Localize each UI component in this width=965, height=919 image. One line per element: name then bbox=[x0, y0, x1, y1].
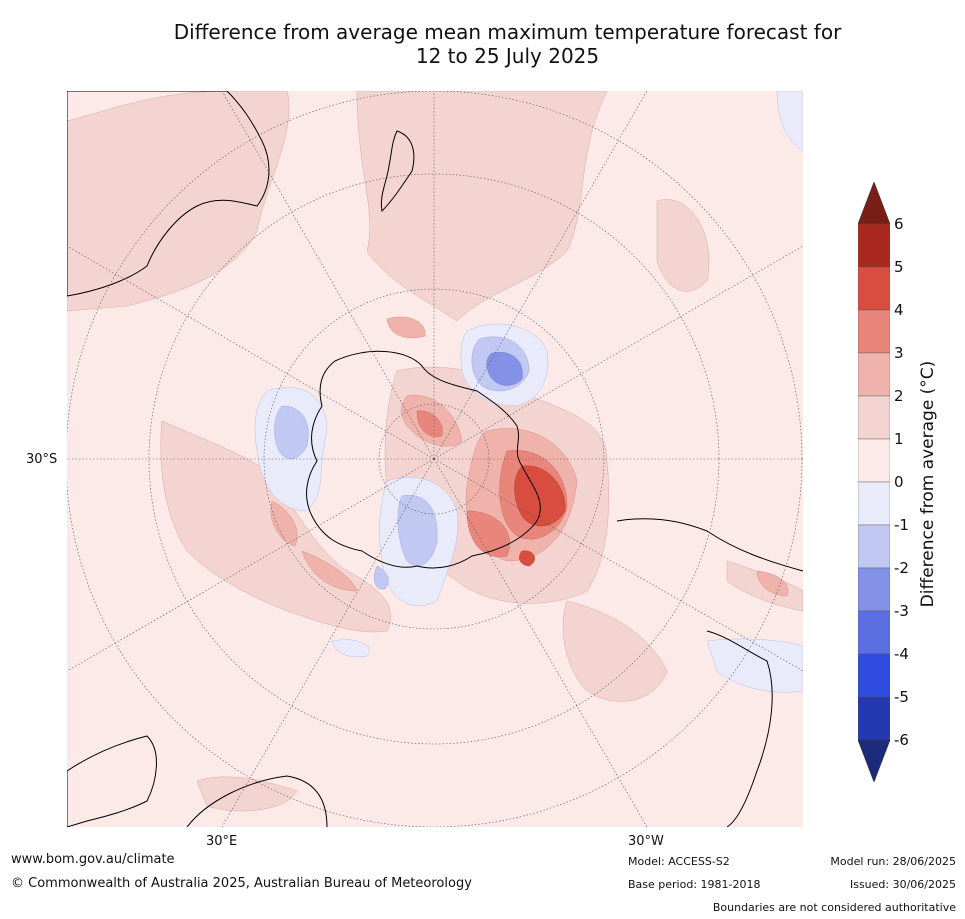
lon-label-30w: 30°W bbox=[628, 834, 664, 849]
colorbar-tick-label: 6 bbox=[894, 215, 904, 233]
footer-issued: Issued: 30/06/2025 bbox=[849, 878, 956, 891]
footer-copyright: © Commonwealth of Australia 2025, Austra… bbox=[11, 876, 472, 891]
footer-model-run: Model run: 28/06/2025 bbox=[830, 855, 956, 868]
colorbar-bottom-arrow bbox=[858, 739, 890, 782]
colorbar-title: Difference from average (°C) bbox=[918, 360, 938, 608]
colorbar-cell bbox=[858, 567, 890, 612]
colorbar-cell bbox=[858, 395, 890, 440]
colorbar-cell bbox=[858, 610, 890, 655]
colorbar-cell bbox=[858, 223, 890, 268]
colorbar-tick-label: 1 bbox=[894, 430, 904, 448]
australia-coastline bbox=[67, 91, 270, 297]
colorbar-tick-label: 0 bbox=[894, 473, 904, 491]
chart-title: Difference from average mean maximum tem… bbox=[60, 20, 955, 68]
colorbar-tick-label: -4 bbox=[894, 645, 909, 663]
colorbar-tick-label: -1 bbox=[894, 516, 909, 534]
new-zealand-coastline bbox=[380, 130, 415, 213]
footer-model: Model: ACCESS-S2 bbox=[628, 855, 730, 868]
title-line-1: Difference from average mean maximum tem… bbox=[173, 20, 842, 44]
colorbar-cell bbox=[858, 309, 890, 354]
colorbar-tick-label: 5 bbox=[894, 258, 904, 276]
colorbar-tick-label: -2 bbox=[894, 559, 909, 577]
colorbar-cell bbox=[858, 653, 890, 698]
anomaly-contours-4-to-5 bbox=[514, 465, 566, 567]
title-line-2: 12 to 25 July 2025 bbox=[415, 44, 600, 68]
colorbar-tick-label: -6 bbox=[894, 731, 909, 749]
colorbar-cell bbox=[858, 352, 890, 397]
anomaly-contours-minus-3-to-minus-2 bbox=[486, 351, 523, 386]
lat-label-30s: 30°S bbox=[26, 452, 58, 467]
colorbar-cell bbox=[858, 524, 890, 569]
colorbar-cell bbox=[858, 696, 890, 741]
colorbar-cells bbox=[858, 223, 890, 741]
colorbar-tick-label: -5 bbox=[894, 688, 909, 706]
footer-url[interactable]: www.bom.gov.au/climate bbox=[11, 852, 175, 867]
africa-coastline bbox=[67, 735, 328, 827]
lon-label-30e: 30°E bbox=[206, 834, 238, 849]
colorbar-tick-label: 4 bbox=[894, 301, 904, 319]
colorbar-cell bbox=[858, 438, 890, 483]
colorbar-top-arrow bbox=[858, 182, 890, 225]
colorbar-tick-label: -3 bbox=[894, 602, 909, 620]
south-america-coastline bbox=[616, 518, 803, 827]
colorbar bbox=[858, 182, 890, 782]
colorbar-cell bbox=[858, 266, 890, 311]
antarctica-coastline bbox=[306, 350, 541, 569]
colorbar-cell bbox=[858, 481, 890, 526]
colorbar-tick-label: 2 bbox=[894, 387, 904, 405]
colorbar-tick-label: 3 bbox=[894, 344, 904, 362]
footer-base-period: Base period: 1981-2018 bbox=[628, 878, 761, 891]
map-canvas bbox=[67, 91, 803, 827]
footer-boundaries: Boundaries are not considered authoritat… bbox=[712, 901, 956, 914]
polar-map bbox=[67, 91, 803, 827]
graticule-longitudes bbox=[67, 91, 803, 827]
